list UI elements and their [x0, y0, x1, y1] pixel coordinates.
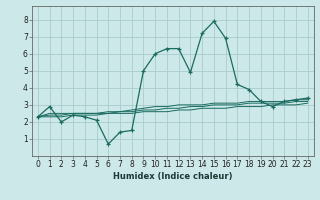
X-axis label: Humidex (Indice chaleur): Humidex (Indice chaleur) [113, 172, 233, 181]
